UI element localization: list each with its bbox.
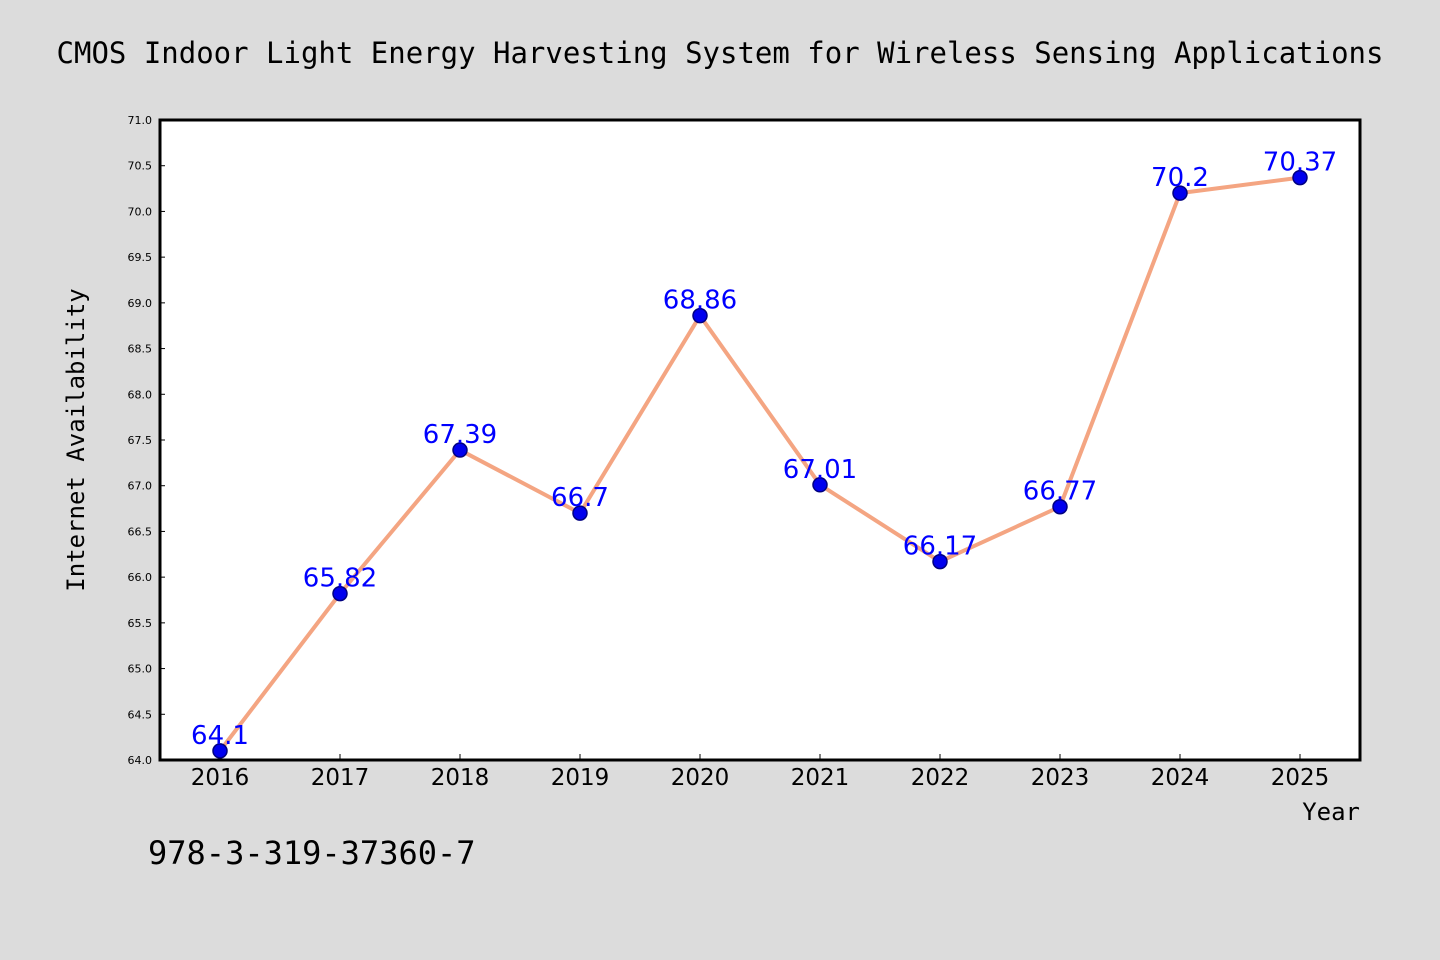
y-tick-label: 69.0	[128, 297, 153, 310]
data-point	[332, 585, 348, 602]
data-point	[692, 307, 708, 324]
footer-isbn: 978-3-319-37360-7	[148, 834, 476, 872]
y-tick-label: 65.0	[128, 663, 153, 676]
data-point	[1172, 185, 1188, 201]
x-tick-label: 2019	[551, 765, 610, 791]
plot-frame	[158, 118, 1362, 762]
data-label: 66.17	[903, 532, 977, 562]
data-label: 66.77	[1023, 477, 1097, 507]
data-label: 64.1	[191, 721, 249, 751]
data-label: 67.01	[783, 455, 857, 485]
x-tick-label: 2018	[431, 765, 490, 791]
data-point	[212, 743, 228, 759]
x-tick-label: 2023	[1031, 765, 1090, 791]
data-point	[452, 442, 468, 458]
data-label: 65.82	[303, 564, 377, 594]
x-tick-label: 2025	[1271, 765, 1330, 791]
x-tick-label: 2016	[191, 765, 250, 791]
data-label: 67.39	[423, 420, 497, 450]
y-axis-label: Internet Availability	[62, 288, 90, 591]
y-tick-label: 67.0	[128, 480, 153, 493]
data-point	[812, 477, 828, 493]
y-tick-label: 70.0	[128, 205, 153, 218]
y-tick-label: 70.5	[128, 160, 153, 173]
x-tick-label: 2017	[311, 765, 370, 791]
plot-area	[160, 120, 1360, 760]
y-tick-label: 67.5	[128, 434, 153, 447]
y-tick-label: 68.5	[128, 343, 153, 356]
data-point	[932, 553, 948, 570]
y-tick-label: 64.0	[128, 754, 153, 767]
x-axis-ticks: 2016 2017 2018 2019 2020 2021 2022 2023 2024 2025	[191, 754, 1330, 791]
y-tick-label: 64.5	[128, 708, 153, 721]
data-label: 66.7	[551, 483, 609, 513]
data-labels: 64.1 65.82 67.39 66.7 68.86 67.01 66.17 66.77 70…	[191, 148, 1337, 751]
data-point	[1052, 498, 1068, 515]
x-tick-label: 2022	[911, 765, 970, 791]
x-tick-label: 2024	[1151, 765, 1210, 791]
data-label: 68.86	[663, 286, 737, 316]
x-axis-label: Year	[1302, 798, 1360, 826]
y-tick-label: 71.0	[128, 114, 153, 127]
y-tick-label: 69.5	[128, 251, 153, 264]
series-line	[218, 175, 1302, 753]
y-tick-label: 65.5	[128, 617, 153, 630]
y-tick-label: 66.0	[128, 571, 153, 584]
y-axis-ticks: 64.0 64.5 65.0 65.5 66.0 66.5 67.0 67.5 68.0 68.5…	[128, 114, 165, 767]
x-tick-label: 2020	[671, 765, 730, 791]
data-point	[1292, 169, 1308, 186]
data-point	[572, 505, 588, 521]
y-tick-label: 68.0	[128, 388, 153, 401]
x-tick-label: 2021	[791, 765, 850, 791]
series-markers	[212, 169, 1308, 759]
chart-title: CMOS Indoor Light Energy Harvesting Syst…	[57, 36, 1384, 70]
data-label: 70.37	[1263, 148, 1337, 178]
data-label: 70.2	[1151, 163, 1209, 193]
y-tick-label: 66.5	[128, 525, 153, 538]
